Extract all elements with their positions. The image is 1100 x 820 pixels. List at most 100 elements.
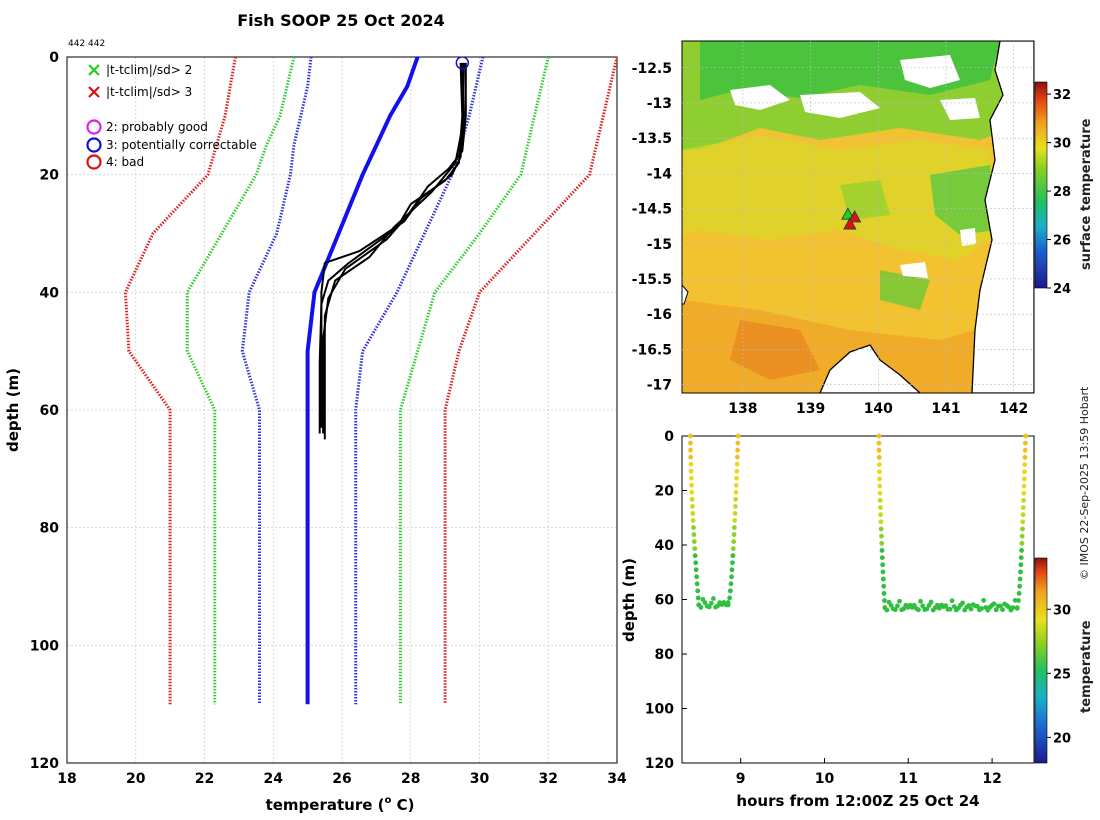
timeseries-point bbox=[991, 601, 997, 607]
green-patch-center bbox=[840, 180, 890, 220]
legend-x-marker bbox=[88, 86, 100, 98]
timeseries-point bbox=[1022, 469, 1027, 475]
timeseries-point bbox=[878, 526, 884, 532]
timeseries-point bbox=[691, 539, 697, 544]
map-frame bbox=[681, 40, 1035, 394]
temperature-colorbar-tick-label: 20 bbox=[1053, 731, 1071, 746]
timeseries-point bbox=[1021, 483, 1027, 489]
timeseries-point bbox=[689, 482, 694, 488]
timeseries-point bbox=[949, 598, 955, 604]
mean-2sd-line bbox=[240, 57, 313, 705]
map-lat-tick-label: -15.5 bbox=[632, 272, 672, 288]
timeseries-point bbox=[879, 548, 885, 553]
map-lat-tick-label: -13 bbox=[647, 96, 672, 112]
timeseries-point bbox=[734, 454, 740, 460]
timeseries-x-tick-label: 11 bbox=[899, 771, 918, 787]
island-west bbox=[682, 284, 689, 305]
legend-label: |t-tclim|/sd> 3 bbox=[106, 85, 192, 99]
timeseries-point bbox=[1022, 447, 1028, 453]
timeseries-point bbox=[731, 539, 737, 544]
timeseries-point bbox=[692, 553, 698, 559]
climatology-mean-line bbox=[305, 57, 420, 705]
chart-title: Fish SOOP 25 Oct 2024 bbox=[237, 11, 445, 30]
timeseries-point bbox=[1019, 533, 1025, 539]
timeseries-point bbox=[1016, 590, 1022, 596]
x-tick-label: 18 bbox=[57, 771, 76, 787]
temperature-colorbar-tick-label: 25 bbox=[1053, 667, 1071, 682]
timeseries-point bbox=[879, 540, 885, 546]
timeseries-point bbox=[878, 519, 884, 525]
timeseries-y-axis-label: depth (m) bbox=[620, 558, 638, 642]
cast-1-line bbox=[320, 62, 465, 428]
timeseries-y-tick-label: 120 bbox=[645, 756, 674, 772]
timeseries-point bbox=[735, 433, 741, 439]
timeseries-point bbox=[727, 595, 732, 601]
timeseries-point bbox=[730, 546, 736, 552]
timeseries-point bbox=[895, 603, 900, 609]
profile-legend: |t-tclim|/sd> 2 |t-tclim|/sd> 3 2: probabl… bbox=[86, 63, 257, 170]
timeseries-point bbox=[690, 518, 696, 523]
sst-map: 138 139 140 141 142 -12.5 -13 -13.5 -14 -14.5 -15 -… bbox=[632, 40, 1071, 417]
mean-4sd-line bbox=[123, 57, 237, 705]
timeseries-point bbox=[733, 496, 739, 502]
timeseries-point bbox=[735, 447, 741, 453]
timeseries-point bbox=[688, 447, 693, 453]
cloud-gap-5 bbox=[900, 262, 928, 278]
legend-circle-marker bbox=[86, 154, 102, 170]
timeseries-point bbox=[1016, 598, 1021, 603]
mean-2sd-line bbox=[354, 57, 485, 705]
station-triangle-marker bbox=[843, 217, 857, 230]
timeseries-point bbox=[881, 590, 887, 596]
legend-circle-marker bbox=[86, 119, 102, 135]
map-lon-tick-label: 142 bbox=[999, 401, 1028, 417]
timeseries-point bbox=[877, 505, 883, 510]
timeseries-point bbox=[1020, 519, 1026, 525]
mixed-water-mid bbox=[682, 135, 1000, 260]
x-axis-label-text: temperature ( bbox=[266, 796, 385, 814]
map-lat-tick-label: -12.5 bbox=[632, 61, 672, 77]
cloud-gap-6 bbox=[960, 228, 976, 246]
map-station-markers bbox=[841, 207, 862, 230]
timeseries-point bbox=[1018, 555, 1024, 561]
timeseries-point bbox=[881, 583, 887, 589]
timeseries-point bbox=[924, 606, 930, 612]
timeseries-point bbox=[698, 604, 704, 610]
timeseries-point bbox=[966, 603, 972, 608]
timeseries-point bbox=[702, 600, 708, 606]
y-axis-label: depth (m) bbox=[4, 368, 22, 452]
timeseries-point bbox=[691, 525, 696, 530]
timeseries-point bbox=[688, 468, 694, 474]
timeseries-point bbox=[880, 562, 886, 568]
temperature-colorbar bbox=[1034, 557, 1048, 764]
land-south bbox=[819, 344, 921, 393]
timeseries-point bbox=[960, 600, 965, 606]
map-lon-tick-label: 140 bbox=[864, 401, 893, 417]
timeseries-point bbox=[876, 440, 882, 446]
legend-label: |t-tclim|/sd> 2 bbox=[106, 63, 192, 77]
timeseries-point bbox=[1021, 497, 1026, 503]
timeseries-point bbox=[1022, 462, 1028, 468]
sst-colorbar-ticks: 24 26 28 30 32 bbox=[1047, 88, 1071, 297]
y-tick-label: 100 bbox=[30, 638, 59, 654]
station-triangle-marker bbox=[841, 207, 855, 220]
timeseries-point bbox=[998, 603, 1003, 609]
map-lat-tick-label: -13.5 bbox=[632, 131, 672, 147]
timeseries-point bbox=[876, 433, 882, 439]
x-tick-label: 30 bbox=[470, 771, 490, 787]
timeseries-point bbox=[688, 440, 693, 446]
y-tick-label: 120 bbox=[30, 756, 59, 772]
timeseries-point bbox=[968, 606, 974, 612]
cloud-gap-1 bbox=[730, 85, 790, 110]
timeseries-point bbox=[734, 475, 739, 481]
flag-3-marker bbox=[455, 57, 470, 70]
legend-x-marker bbox=[88, 64, 100, 76]
timeseries-point bbox=[1014, 605, 1020, 611]
sst-colorbar-tick-label: 30 bbox=[1053, 137, 1071, 152]
timeseries-point bbox=[974, 603, 980, 609]
mean-4sd-line bbox=[443, 57, 617, 705]
timeseries-point bbox=[916, 607, 921, 613]
timeseries-point bbox=[880, 576, 886, 582]
copyright-credit: © IMOS 22-Sep-2025 13:59 Hobart bbox=[1078, 386, 1091, 580]
map-lon-tick-label: 138 bbox=[728, 401, 757, 417]
